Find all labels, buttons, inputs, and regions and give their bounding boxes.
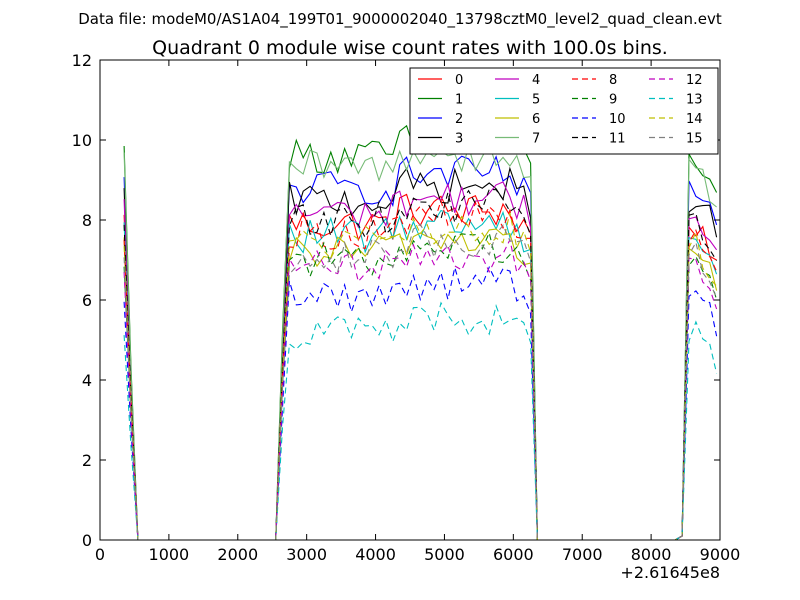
legend-label-13: 13 (686, 93, 703, 108)
series-line-11 (123, 188, 718, 540)
series-line-0 (123, 193, 717, 540)
series-line-13 (123, 301, 718, 540)
legend-label-4: 4 (532, 73, 540, 88)
x-tick-label: 9000 (700, 545, 741, 564)
legend-label-8: 8 (609, 73, 617, 88)
series-line-5 (123, 209, 718, 540)
legend-label-7: 7 (532, 132, 540, 147)
legend-label-14: 14 (686, 112, 703, 127)
series-line-10 (123, 265, 718, 540)
series-line-4 (123, 181, 718, 540)
x-tick-label: 2000 (217, 545, 258, 564)
series-line-9 (123, 231, 718, 540)
series-line-7 (123, 142, 717, 540)
x-tick-label: 1000 (149, 545, 190, 564)
legend-label-3: 3 (455, 132, 463, 147)
series-line-15 (123, 223, 718, 540)
plot-area (123, 124, 718, 540)
legend-label-1: 1 (455, 93, 463, 108)
x-tick-label: 5000 (424, 545, 465, 564)
y-tick-label: 4 (82, 371, 92, 390)
legend-label-10: 10 (609, 112, 626, 127)
x-tick-label: 3000 (286, 545, 327, 564)
series-line-2 (123, 155, 718, 540)
x-offset-label: +2.61645e8 (620, 563, 720, 582)
y-tick-label: 2 (82, 451, 92, 470)
y-tick-label: 12 (72, 51, 92, 70)
legend-label-6: 6 (532, 112, 540, 127)
series-line-14 (123, 212, 717, 540)
axes: 0 1000 2000 3000 4000 5000 6000 7000 8000 9000 0 2 4… (72, 51, 741, 582)
x-tick-label: 6000 (493, 545, 534, 564)
legend-label-9: 9 (609, 93, 617, 108)
y-tick-label: 10 (72, 131, 92, 150)
sup-title: Data file: modeM0/AS1A04_199T01_90000020… (78, 10, 722, 29)
legend-label-11: 11 (609, 132, 626, 147)
series-line-6 (123, 228, 718, 540)
x-tick-label: 4000 (355, 545, 396, 564)
legend-label-5: 5 (532, 93, 540, 108)
legend-label-12: 12 (686, 73, 703, 88)
series-line-1 (123, 124, 718, 540)
legend-label-2: 2 (455, 112, 463, 127)
x-tick-label: 0 (95, 545, 105, 564)
y-tick-label: 6 (82, 291, 92, 310)
series-line-3 (123, 166, 718, 540)
y-tick-label: 8 (82, 211, 92, 230)
legend-label-0: 0 (455, 73, 463, 88)
y-tick-label: 0 (82, 531, 92, 550)
chart-title: Quadrant 0 module wise count rates with … (152, 37, 668, 59)
legend-box (409, 67, 719, 155)
series-line-8 (123, 198, 718, 540)
series-line-12 (123, 238, 718, 540)
legend-label-15: 15 (686, 132, 703, 147)
x-tick-label: 7000 (562, 545, 603, 564)
x-tick-label: 8000 (631, 545, 672, 564)
